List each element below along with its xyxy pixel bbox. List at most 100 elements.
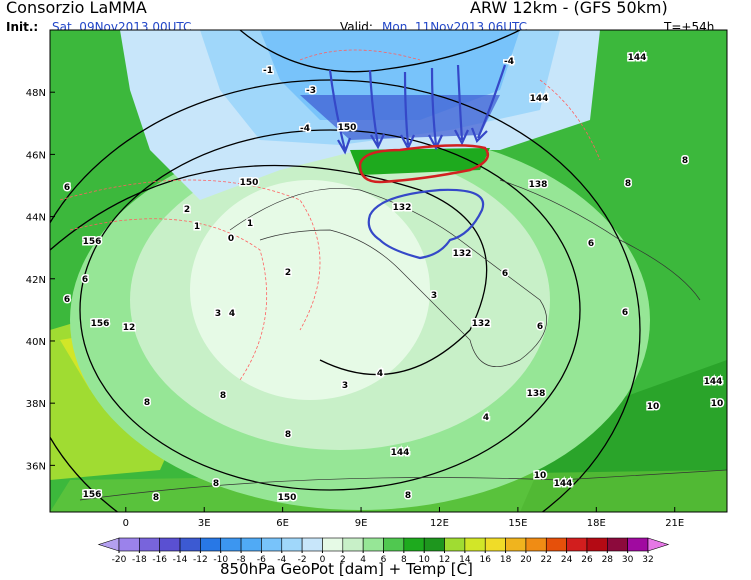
contour-label: 144 [628, 53, 647, 63]
colorbar-tick-label: 4 [360, 555, 366, 565]
contour-label: 6 [82, 275, 88, 285]
colorbar-swatch [484, 537, 506, 552]
colorbar-tick-label: -10 [213, 555, 228, 565]
lat-tick-label: 40N [26, 337, 46, 348]
colorbar-swatch [322, 537, 344, 552]
colorbar-swatch [159, 537, 181, 552]
colorbar: -20 -18 -16 -14 -12 -10 -8 -6 -4 -2 0 2 4 6 8 10 12 14 16 1… [97, 537, 670, 565]
lon-tick-label: 6E [276, 518, 289, 529]
caption: 850hPa GeoPot [dam] + Temp [C] [220, 560, 473, 578]
contour-label: 156 [83, 237, 102, 247]
contour-label: 8 [153, 493, 159, 503]
map-field [50, 30, 727, 512]
contour-label: 3 [215, 309, 221, 319]
map-axes: 0 3E 6E 9E 12E 15E 18E 21E 48N 46N 44N 42N 40N 38N 36N [26, 88, 684, 529]
header-model: ARW 12km - (GFS 50km) [470, 0, 668, 17]
colorbar-tick-label: 32 [642, 555, 653, 565]
colorbar-tick-label: 30 [622, 555, 634, 565]
contour-label: 3 [431, 291, 437, 301]
colorbar-tick-label: -12 [193, 555, 208, 565]
contour-label: 6 [502, 269, 508, 279]
lat-tick-label: 46N [26, 150, 46, 161]
lon-tick-label: 0 [123, 518, 129, 529]
contour-label: 156 [91, 319, 110, 329]
colorbar-swatch [403, 537, 425, 552]
colorbar-swatch [281, 537, 303, 552]
colorbar-tick-label: 6 [381, 555, 387, 565]
colorbar-swatch [240, 537, 262, 552]
contour-label: 6 [622, 308, 628, 318]
contour-label: 1 [194, 222, 200, 232]
contour-label: 8 [682, 156, 688, 166]
contour-label: 3 [342, 381, 348, 391]
colorbar-swatch [118, 537, 140, 552]
contour-label: 2 [285, 268, 291, 278]
colorbar-swatch [383, 537, 405, 552]
contour-label: 8 [144, 398, 150, 408]
lon-tick-label: 18E [587, 518, 606, 529]
colorbar-tick-label: 14 [459, 555, 471, 565]
colorbar-tick-label: 24 [561, 555, 573, 565]
contour-label: 8 [220, 391, 226, 401]
contour-label: 8 [285, 430, 291, 440]
contour-label: 10 [534, 471, 547, 481]
contour-label: 132 [453, 249, 472, 259]
contour-label: 8 [213, 479, 219, 489]
colorbar-tick-label: 2 [340, 555, 346, 565]
contour-label: 156 [83, 490, 102, 500]
colorbar-tick-label: 22 [541, 555, 552, 565]
colorbar-swatch [607, 537, 628, 552]
colorbar-swatch [627, 537, 649, 552]
colorbar-swatch [423, 537, 445, 552]
colorbar-tick-label: -16 [152, 555, 167, 565]
contour-label: 144 [391, 448, 410, 458]
colorbar-swatch [586, 537, 608, 552]
map-frame [49, 29, 728, 513]
contour-label: 138 [527, 389, 546, 399]
contour-label: 8 [625, 179, 631, 189]
contour-label: 150 [338, 123, 357, 133]
contour-label: 4 [229, 309, 235, 319]
contour-label: -4 [300, 124, 310, 134]
lat-tick-label: 48N [26, 88, 46, 99]
colorbar-tick-label: 20 [520, 555, 532, 565]
colorbar-tick-label: 28 [602, 555, 614, 565]
lat-tick-label: 42N [26, 275, 46, 286]
contour-label: 6 [64, 295, 70, 305]
contour-label: 10 [647, 402, 660, 412]
contour-label: 132 [393, 203, 412, 213]
contour-label: 1 [247, 219, 253, 229]
contour-label: -4 [504, 57, 514, 67]
contour-label: 0 [228, 234, 234, 244]
colorbar-tick-label: -6 [257, 555, 266, 565]
contour-label: 132 [472, 319, 491, 329]
contour-label: 8 [405, 491, 411, 501]
colorbar-tick-label: -8 [237, 555, 246, 565]
colorbar-tick-label: -2 [298, 555, 307, 565]
init-label: Init.: [6, 20, 38, 34]
colorbar-tick-label: 16 [480, 555, 492, 565]
contour-label: 144 [554, 479, 573, 489]
colorbar-swatch [139, 537, 160, 552]
colorbar-end [647, 537, 670, 552]
contour-label: 10 [711, 399, 724, 409]
contour-label: -3 [306, 86, 316, 96]
colorbar-tick-label: -14 [173, 555, 188, 565]
colorbar-tick-label: 10 [418, 555, 430, 565]
colorbar-swatch [261, 537, 283, 552]
colorbar-tick-label: 26 [581, 555, 593, 565]
colorbar-swatch [362, 537, 384, 552]
contour-label: 2 [184, 205, 190, 215]
colorbar-swatch [342, 537, 364, 552]
lon-tick-label: 15E [508, 518, 527, 529]
lon-tick-label: 21E [665, 518, 684, 529]
colorbar-swatch [179, 537, 201, 552]
colorbar-swatch [200, 537, 222, 552]
lon-tick-label: 12E [430, 518, 449, 529]
contour-label: 138 [529, 180, 548, 190]
colorbar-tick-label: -20 [112, 555, 127, 565]
highlight-region [358, 144, 490, 184]
lon-tick-label: 9E [355, 518, 368, 529]
colorbar-swatch [444, 537, 466, 552]
